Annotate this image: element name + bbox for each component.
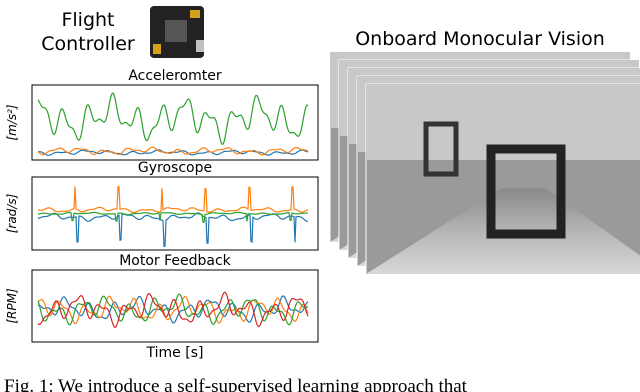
signal-line <box>37 92 309 145</box>
fc-title-2: Controller <box>41 33 135 55</box>
plot-frame <box>31 269 319 343</box>
signal-line <box>37 146 309 156</box>
chip-icon <box>150 6 204 58</box>
signal-line <box>37 293 309 326</box>
gate <box>486 144 566 239</box>
signal-line <box>37 295 309 324</box>
fc-title-1: Flight <box>61 9 114 31</box>
y-label: [m/s²] <box>5 104 19 140</box>
plot-title: Motor Feedback <box>119 253 231 269</box>
signal-line <box>37 295 309 325</box>
x-label: Time [s] <box>146 345 204 361</box>
signal-line <box>37 211 308 223</box>
signal-line <box>37 185 309 214</box>
plot-title: Gyroscope <box>138 160 212 176</box>
y-label: [rad/s] <box>5 193 19 233</box>
camera-frame <box>365 83 640 275</box>
image-stack <box>329 51 640 275</box>
caption: Fig. 1: We introduce a self-supervised l… <box>4 376 468 392</box>
plot-title: Acceleromter <box>128 68 222 84</box>
plot-frame <box>31 84 319 161</box>
vision-title: Onboard Monocular Vision <box>355 28 605 50</box>
gate-far <box>423 121 459 177</box>
signal-line <box>37 212 308 248</box>
plot-frame <box>31 176 319 251</box>
y-label: [RPM] <box>5 288 19 324</box>
signal-line <box>37 291 309 329</box>
